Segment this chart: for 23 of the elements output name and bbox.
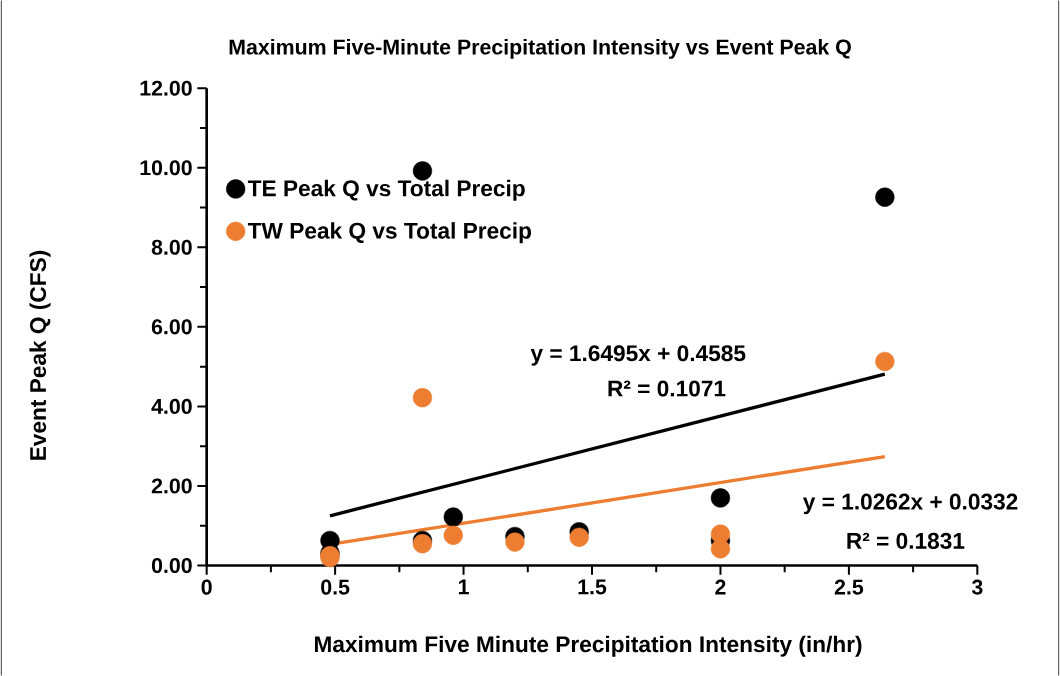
annotation: R² = 0.1831 [847,532,965,549]
annotation: y = 1.0262x + 0.0332 [802,493,1018,515]
y-tick-label: 4.00 [151,398,192,414]
x-tick-label: 2.5 [834,579,864,595]
annotation: y = 1.6495x + 0.4585 [530,345,746,366]
chart-title: Maximum Five-Minute Precipitation Intensity vs Event Peak Q [229,38,851,59]
y-tick-label: 12.00 [140,80,192,96]
x-tick-label: 1.5 [578,579,607,595]
x-tick-label: 2 [715,579,726,595]
x-tick-label: 1 [458,579,469,595]
annotation: R² = 0.1071 [608,380,726,397]
y-tick-label: 10.00 [140,160,192,176]
y-tick-label: 8.00 [151,239,192,255]
x-tick-label: 0 [201,579,212,595]
y-tick-label: 0.00 [151,557,192,574]
legend-label: TW Peak Q vs Total Precip [247,222,531,244]
legend-label: TE Peak Q vs Total Precip [247,179,525,201]
x-axis-title: Maximum Five Minute Precipitation Intensity (in/hr) [314,635,862,657]
y-tick-label: 6.00 [151,319,192,335]
y-tick-label: 2.00 [151,478,192,494]
y-axis-title: Event Peak Q (CFS) [29,250,51,460]
x-tick-label: 3 [971,579,983,595]
x-tick-label: 0.5 [321,579,350,595]
